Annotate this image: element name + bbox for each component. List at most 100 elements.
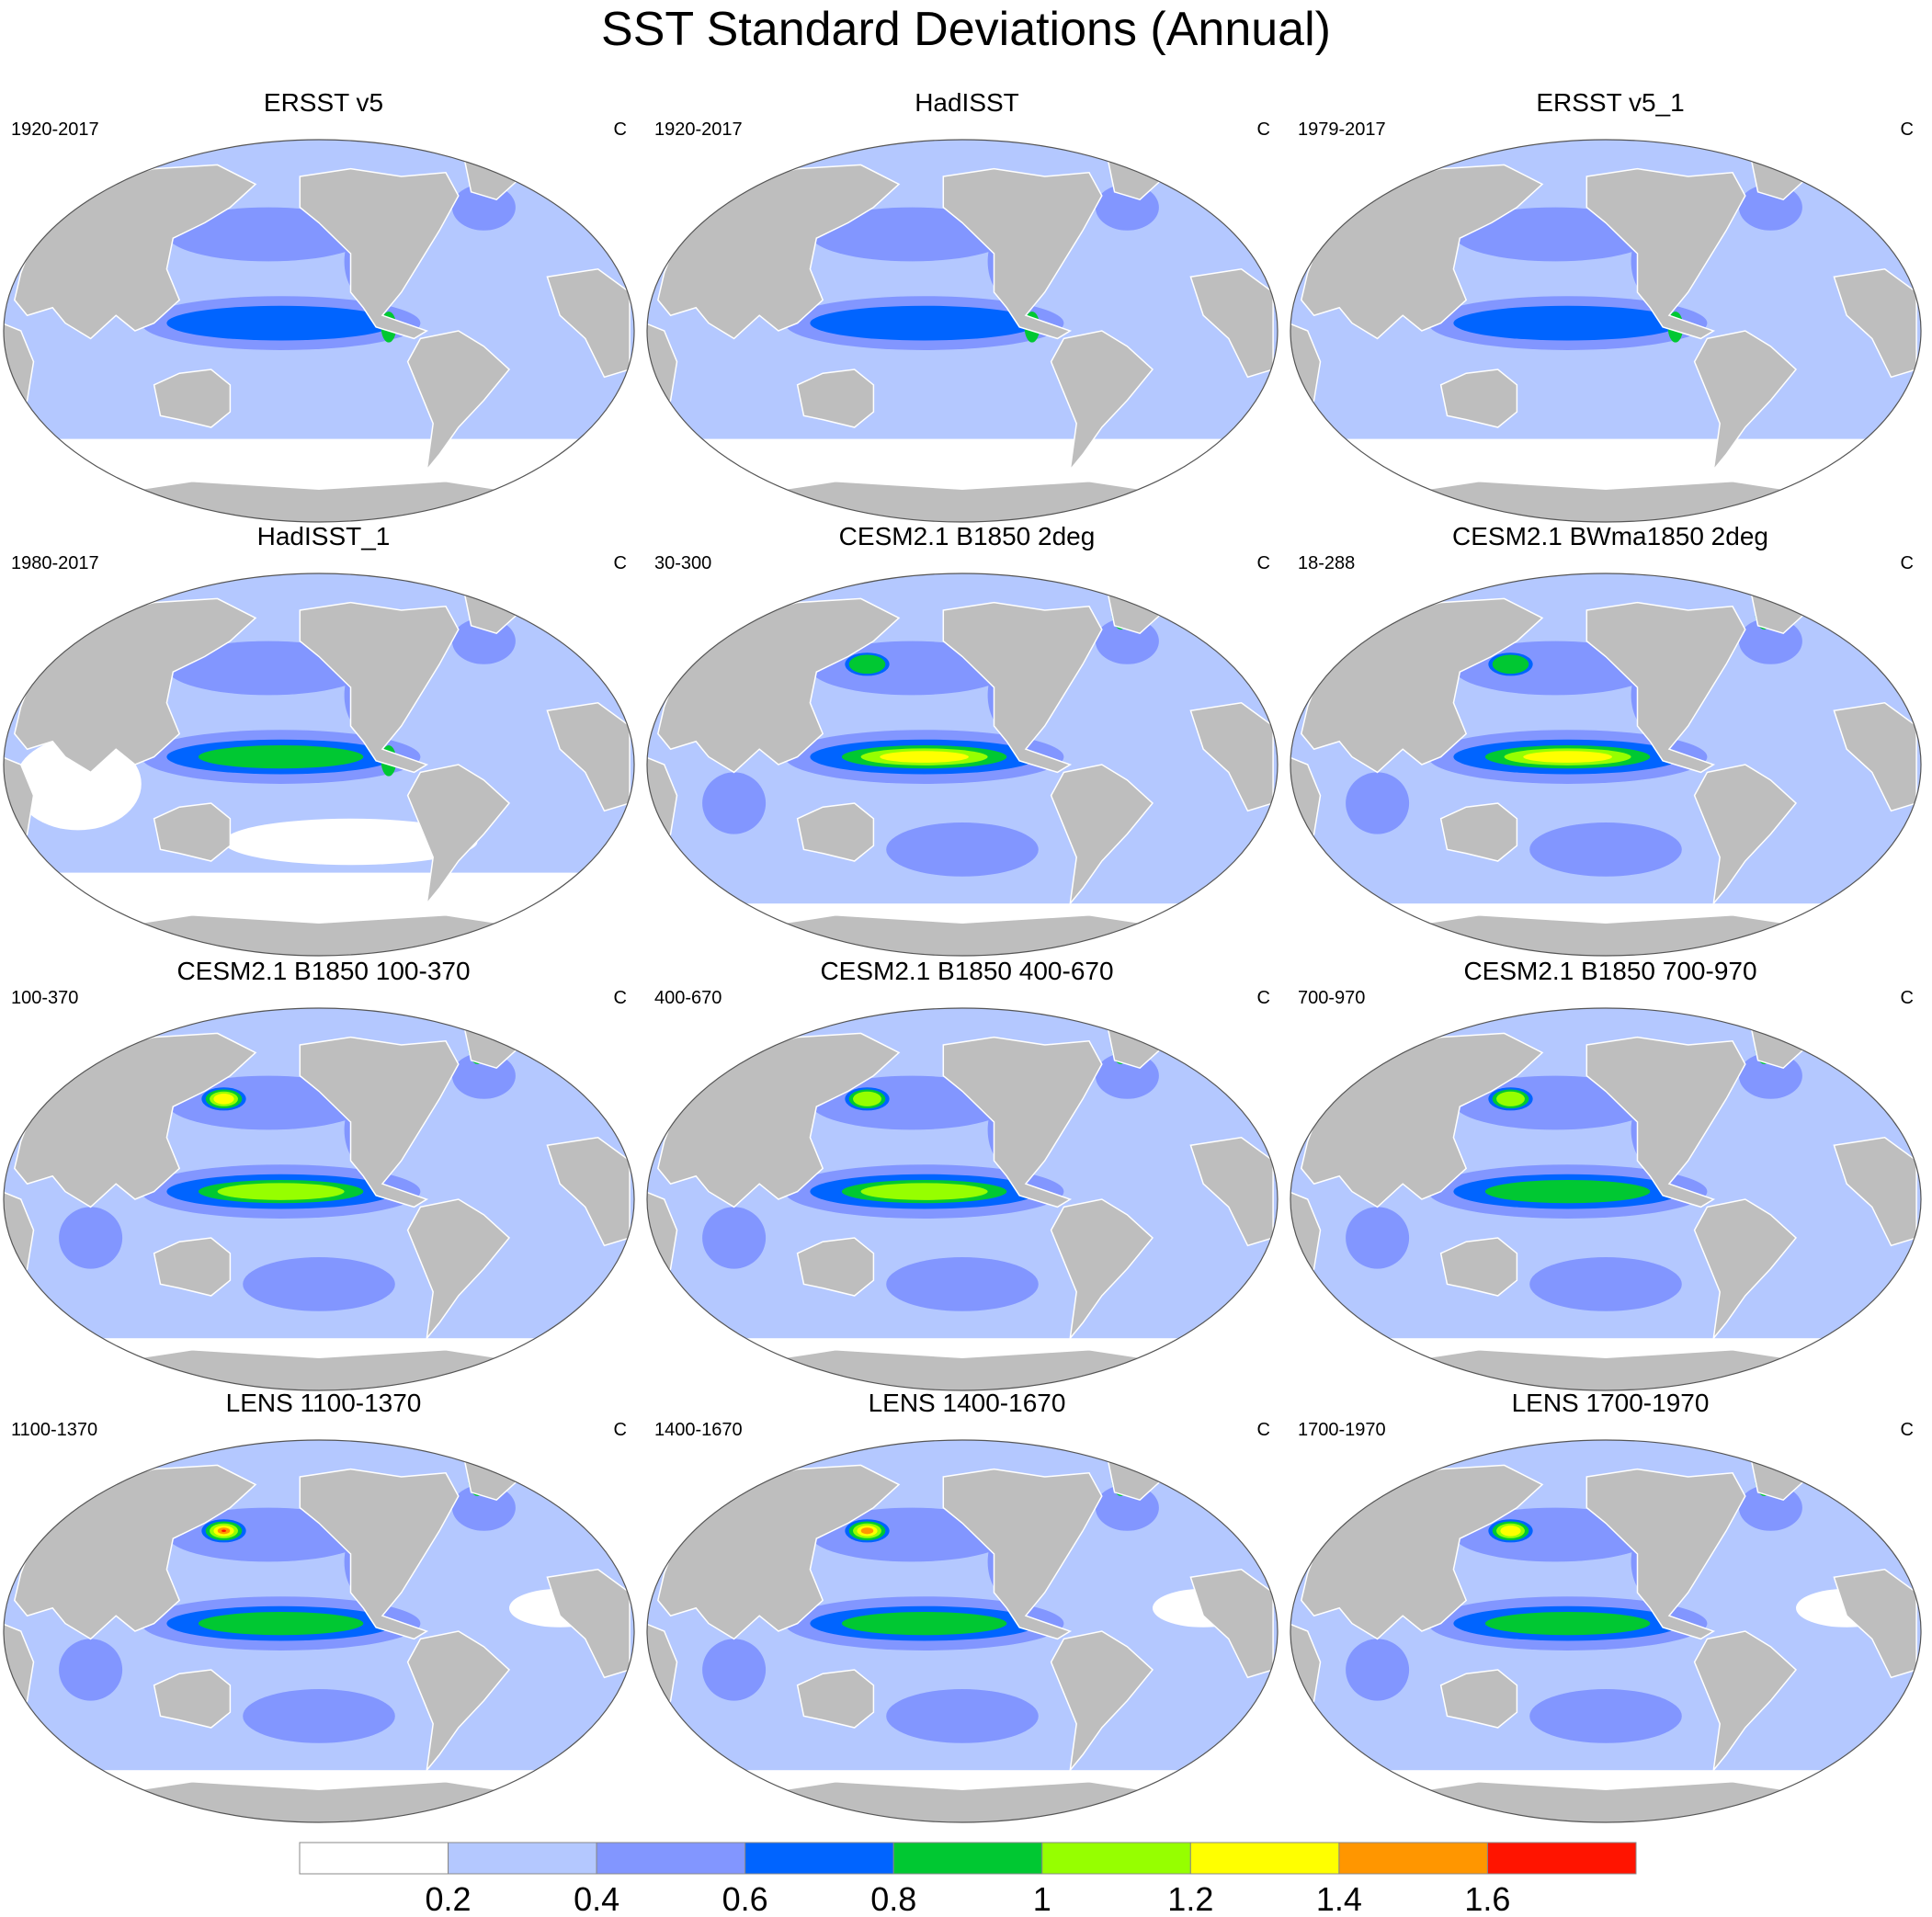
indian-ocean-anomaly xyxy=(1346,1639,1410,1701)
colorbar-swatch xyxy=(1189,1842,1340,1875)
panel-title: CESM2.1 BWma1850 2deg xyxy=(1452,522,1768,550)
map-panel: LENS 1100-1370 1100-1370 C xyxy=(2,1388,645,1823)
southern-ocean-anomaly xyxy=(1529,1689,1682,1743)
panel-title: CESM2.1 B1850 100-370 xyxy=(176,957,471,985)
land-africaE xyxy=(1833,702,1917,812)
land-australia xyxy=(153,1237,232,1297)
panel-period-label: 1980-2017 xyxy=(11,553,99,573)
enso-tongue-contour xyxy=(1484,1180,1651,1204)
land-southAmerica xyxy=(1693,1198,1798,1341)
colorbar-swatch xyxy=(596,1842,746,1875)
colorbar-tick-label: 0.4 xyxy=(574,1880,619,1917)
panel-unit-label: C xyxy=(1256,119,1270,140)
sst-map xyxy=(1290,573,1922,957)
enso-tongue-contour xyxy=(841,1612,1007,1636)
kuroshio-hotspot xyxy=(213,1094,234,1105)
panel-title: LENS 1700-1970 xyxy=(1511,1389,1710,1417)
panel-title: HadISST_1 xyxy=(256,522,391,550)
enso-tongue-contour xyxy=(198,1612,364,1636)
map-border xyxy=(646,1007,1279,1391)
panel-unit-label: C xyxy=(613,1420,627,1440)
southern-ocean-anomaly xyxy=(1529,822,1682,877)
land-southAmerica xyxy=(1050,1198,1154,1341)
map-panel: ERSST v5_1 1979-2017 C xyxy=(1289,87,1932,523)
land-australia xyxy=(796,802,875,862)
sst-map xyxy=(646,1007,1279,1391)
sst-map xyxy=(3,139,635,523)
panel-title: CESM2.1 B1850 700-970 xyxy=(1463,957,1757,985)
land-africaE xyxy=(1189,268,1274,379)
land-africaE xyxy=(1189,1137,1274,1247)
colorbar-swatch xyxy=(892,1842,1043,1875)
land-australia xyxy=(153,802,232,862)
land-southAmerica xyxy=(406,1198,511,1341)
enso-tongue-contour xyxy=(1484,1612,1651,1636)
panel-period-label: 1700-1970 xyxy=(1298,1420,1386,1440)
colorbar-swatch xyxy=(1338,1842,1488,1875)
kuroshio-hotspot xyxy=(1500,1526,1521,1537)
sst-map xyxy=(3,573,635,957)
panel-period-label: 1100-1370 xyxy=(11,1420,98,1440)
map-panel: HadISST 1920-2017 C xyxy=(645,87,1289,523)
map-border xyxy=(1290,139,1922,523)
panel-period-label: 700-970 xyxy=(1298,988,1366,1008)
map-border xyxy=(646,139,1279,523)
sst-map xyxy=(1290,139,1922,523)
indian-ocean-anomaly xyxy=(1346,772,1410,834)
southern-ocean-anomaly xyxy=(886,1257,1039,1311)
panel-period-label: 1979-2017 xyxy=(1298,119,1386,140)
panel-period-label: 400-670 xyxy=(654,988,722,1008)
southern-ocean-anomaly xyxy=(886,1689,1039,1743)
sst-map xyxy=(3,1439,635,1823)
panel-title: ERSST v5_1 xyxy=(1536,88,1685,117)
indian-ocean-anomaly xyxy=(1346,1207,1410,1269)
land-northAmerica xyxy=(299,1036,460,1208)
land-southAmerica xyxy=(1693,330,1798,472)
land-northAmerica xyxy=(942,601,1103,774)
land-australia xyxy=(796,1669,875,1729)
southern-ocean-anomaly xyxy=(1529,1257,1682,1311)
kuroshio-hotspot xyxy=(853,1091,881,1106)
land-southAmerica xyxy=(1693,1630,1798,1773)
colorbar-tick-label: 1.4 xyxy=(1316,1880,1362,1917)
land-southAmerica xyxy=(1050,330,1154,472)
land-northAmerica xyxy=(1585,167,1746,340)
land-africaE xyxy=(546,1569,631,1679)
sst-map xyxy=(646,573,1279,957)
panel-unit-label: C xyxy=(613,553,627,573)
kuroshio-hotspot xyxy=(1496,1091,1525,1106)
land-australia xyxy=(153,369,232,428)
land-northAmerica xyxy=(299,167,460,340)
enso-tongue-contour xyxy=(860,1183,988,1200)
colorbar-swatch xyxy=(1486,1842,1637,1875)
map-panel: CESM2.1 B1850 700-970 700-970 C xyxy=(1289,956,1932,1391)
panel-period-label: 1920-2017 xyxy=(654,119,743,140)
southern-ocean-anomaly xyxy=(886,822,1039,877)
land-southAmerica xyxy=(406,1630,511,1773)
enso-tongue-contour xyxy=(166,305,395,341)
land-northAmerica xyxy=(942,167,1103,340)
enso-tongue-contour xyxy=(810,305,1039,341)
land-northAmerica xyxy=(1585,1036,1746,1208)
colorbar-swatch xyxy=(299,1842,449,1875)
map-panel: CESM2.1 B1850 100-370 100-370 C xyxy=(2,956,645,1391)
land-africaE xyxy=(1189,1569,1274,1679)
panel-unit-label: C xyxy=(1900,119,1914,140)
colorbar-tick-label: 1.2 xyxy=(1167,1880,1213,1917)
panel-unit-label: C xyxy=(1256,988,1270,1008)
panel-title: LENS 1400-1670 xyxy=(868,1389,1066,1417)
land-africaE xyxy=(546,1137,631,1247)
low-variance-zone xyxy=(223,818,478,866)
land-southAmerica xyxy=(1050,1630,1154,1773)
kuroshio-hotspot xyxy=(848,654,886,675)
land-africaE xyxy=(1189,702,1274,812)
southern-ocean-anomaly xyxy=(243,1689,395,1743)
map-panel: ERSST v5 1920-2017 C xyxy=(2,87,645,523)
panel-unit-label: C xyxy=(613,988,627,1008)
land-southAmerica xyxy=(1693,764,1798,906)
map-panel: CESM2.1 BWma1850 2deg 18-288 C xyxy=(1289,521,1932,957)
land-africaE xyxy=(1833,268,1917,379)
panel-unit-label: C xyxy=(1900,553,1914,573)
panel-unit-label: C xyxy=(1256,553,1270,573)
panel-period-label: 1400-1670 xyxy=(654,1420,743,1440)
